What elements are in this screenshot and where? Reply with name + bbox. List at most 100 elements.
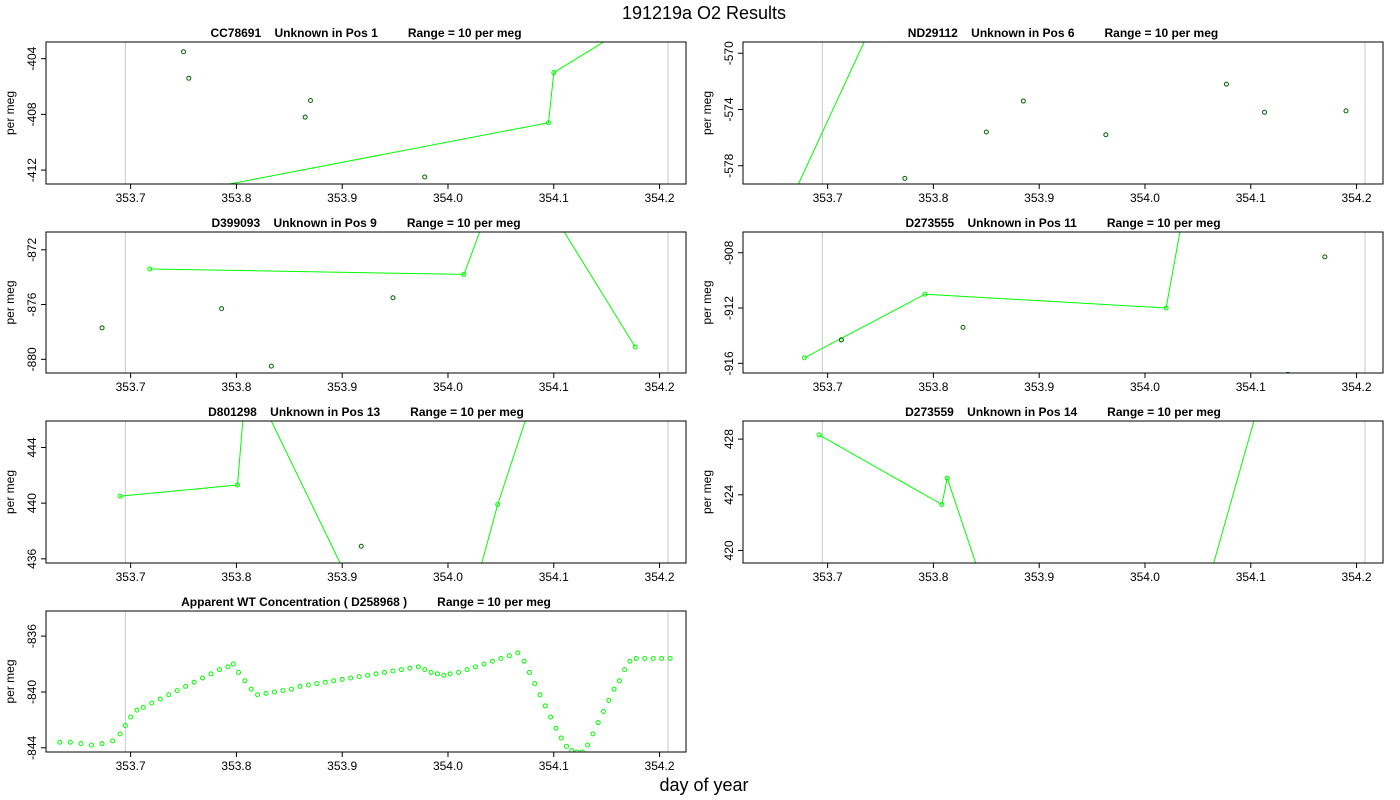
- data-point: [248, 686, 254, 692]
- y-tick-label: -408: [25, 102, 39, 126]
- series-line: [804, 232, 1181, 359]
- data-point: [390, 295, 396, 301]
- data-point: [280, 688, 286, 694]
- y-axis-label: per meg: [3, 91, 17, 135]
- data-point: [117, 731, 123, 737]
- y-tick-label: 436: [25, 548, 39, 568]
- x-tick-label: 354.1: [539, 380, 569, 394]
- y-tick-label: 428: [722, 429, 736, 449]
- x-tick-label: 354.2: [1342, 570, 1372, 584]
- data-point: [441, 672, 447, 678]
- data-point: [553, 725, 559, 731]
- line-marker: [816, 432, 822, 438]
- data-point: [297, 683, 303, 689]
- data-point: [157, 696, 163, 702]
- data-point: [542, 703, 548, 709]
- data-point: [57, 739, 63, 745]
- plot-frame: [45, 41, 687, 185]
- x-tick-label: 354.1: [539, 191, 569, 205]
- data-point: [407, 665, 413, 671]
- data-point: [305, 682, 311, 688]
- data-point: [236, 669, 242, 675]
- panel-title: Apparent WT Concentration ( D258968 ) Ra…: [181, 595, 551, 609]
- data-point: [263, 690, 269, 696]
- plot-frame: [45, 610, 687, 753]
- data-point: [1103, 132, 1109, 138]
- x-axis-label: day of year: [659, 775, 748, 795]
- data-point: [622, 667, 628, 673]
- x-tick-label: 354.2: [1342, 191, 1372, 205]
- series-line: [226, 42, 605, 184]
- data-point: [960, 324, 966, 330]
- data-point: [242, 678, 248, 684]
- y-tick-label: -872: [25, 237, 39, 261]
- data-point: [186, 75, 192, 81]
- x-tick-label: 353.9: [327, 570, 357, 584]
- x-tick-label: 353.9: [327, 759, 357, 773]
- y-tick-label: -404: [25, 46, 39, 70]
- data-point: [365, 672, 371, 678]
- data-point: [88, 742, 94, 748]
- data-point: [271, 689, 277, 695]
- plot-frame: [45, 420, 687, 564]
- data-point: [1223, 81, 1229, 87]
- data-point: [382, 669, 388, 675]
- data-point: [216, 667, 222, 673]
- x-tick-label: 353.7: [116, 191, 146, 205]
- panel-title: D399093 Unknown in Pos 9 Range = 10 per …: [211, 216, 520, 230]
- y-tick-label: -412: [25, 158, 39, 182]
- series-line: [119, 421, 526, 563]
- line-marker: [632, 344, 638, 350]
- x-tick-label: 353.7: [116, 570, 146, 584]
- y-tick-label: -908: [722, 240, 736, 264]
- plot-area: [816, 421, 1366, 563]
- x-tick-label: 354.1: [1236, 380, 1266, 394]
- data-point: [200, 675, 206, 681]
- series-line: [797, 42, 865, 184]
- data-point: [659, 655, 665, 661]
- line-marker: [117, 493, 123, 499]
- data-point: [1343, 108, 1349, 114]
- data-point: [606, 697, 612, 703]
- y-tick-label: -574: [722, 97, 736, 121]
- data-point: [481, 661, 487, 667]
- data-point: [563, 743, 569, 749]
- panel-title: CC78691 Unknown in Pos 1 Range = 10 per …: [210, 26, 521, 40]
- data-point: [1020, 98, 1026, 104]
- data-point: [983, 129, 989, 135]
- y-tick-label: -840: [25, 680, 39, 704]
- x-tick-label: 354.2: [645, 191, 675, 205]
- data-point: [650, 655, 656, 661]
- data-point: [585, 742, 591, 748]
- series-line: [149, 232, 636, 348]
- plot-area: [117, 421, 669, 563]
- y-axis-label: per meg: [700, 470, 714, 514]
- y-tick-label: -916: [722, 351, 736, 375]
- panel-title: D273555 Unknown in Pos 11 Range = 10 per…: [905, 216, 1220, 230]
- data-point: [268, 363, 274, 369]
- plot-area: [801, 232, 1366, 373]
- y-tick-label: -912: [722, 296, 736, 320]
- x-tick-label: 354.0: [1130, 380, 1160, 394]
- data-point: [489, 658, 495, 664]
- data-point: [191, 679, 197, 685]
- x-tick-label: 353.8: [221, 759, 251, 773]
- x-tick-label: 353.7: [813, 191, 843, 205]
- data-point: [548, 714, 554, 720]
- data-point: [464, 667, 470, 673]
- data-point: [902, 175, 908, 181]
- plot-frame: [742, 420, 1384, 564]
- y-tick-label: 420: [722, 540, 736, 560]
- x-tick-label: 353.9: [1024, 570, 1054, 584]
- data-point: [574, 749, 580, 752]
- chart-panel-1: CC78691 Unknown in Pos 1 Range = 10 per …: [3, 26, 687, 205]
- data-point: [415, 664, 421, 670]
- data-point: [532, 681, 538, 687]
- data-point: [579, 749, 585, 752]
- x-tick-label: 354.0: [433, 570, 463, 584]
- x-tick-label: 353.8: [221, 380, 251, 394]
- plot-frame: [742, 41, 1384, 185]
- data-point: [398, 667, 404, 673]
- data-point: [627, 658, 633, 664]
